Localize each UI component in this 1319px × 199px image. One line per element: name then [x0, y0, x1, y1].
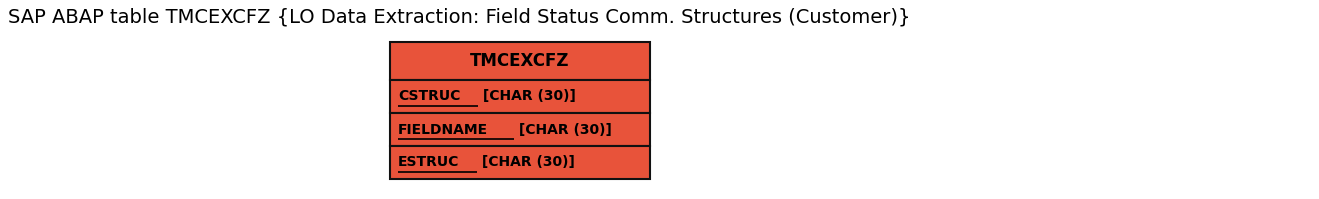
Text: [CHAR (30)]: [CHAR (30)] — [514, 123, 612, 137]
Text: CSTRUC: CSTRUC — [398, 90, 460, 103]
Text: ESTRUC: ESTRUC — [398, 155, 459, 170]
Text: TMCEXCFZ: TMCEXCFZ — [471, 52, 570, 70]
Text: [CHAR (30)]: [CHAR (30)] — [479, 90, 576, 103]
Text: SAP ABAP table TMCEXCFZ {LO Data Extraction: Field Status Comm. Structures (Cust: SAP ABAP table TMCEXCFZ {LO Data Extract… — [8, 8, 910, 27]
Text: FIELDNAME: FIELDNAME — [398, 123, 488, 137]
Bar — [390, 42, 650, 80]
Bar — [390, 146, 650, 179]
Bar — [390, 113, 650, 146]
Bar — [390, 80, 650, 113]
Text: [CHAR (30)]: [CHAR (30)] — [477, 155, 575, 170]
